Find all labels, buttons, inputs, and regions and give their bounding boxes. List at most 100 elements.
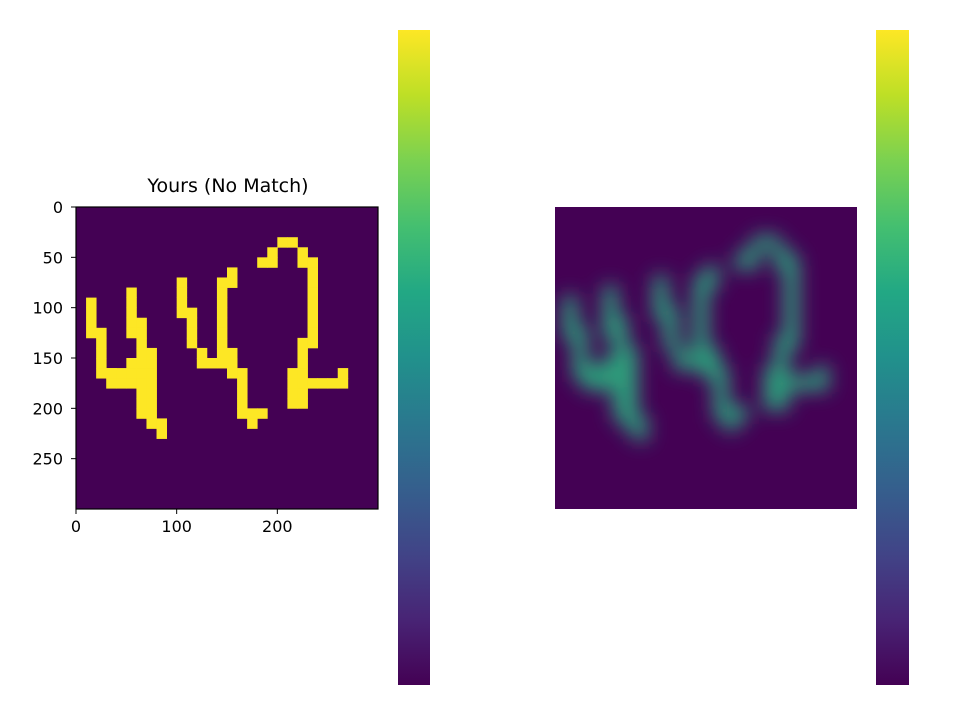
blurred-cell (621, 394, 640, 413)
heatmap-cell (216, 287, 228, 298)
heatmap-cell (317, 378, 329, 389)
heatmap-cell (247, 408, 258, 419)
heatmap-cell (216, 307, 228, 319)
heatmap-cell (227, 267, 238, 278)
heatmap-cell (136, 337, 147, 349)
y-tick-label: 0 (53, 198, 63, 217)
heatmap-cell (146, 408, 157, 419)
heatmap-cell (136, 368, 147, 379)
heatmap-cell (216, 358, 228, 369)
heatmap-cell (146, 368, 157, 379)
heatmap-cell (337, 378, 349, 389)
heatmap-cell (186, 317, 198, 329)
heatmap-cell (297, 398, 308, 409)
heatmap-cell (297, 247, 308, 258)
heatmap-cell (186, 327, 198, 339)
heatmap-cell (237, 388, 248, 399)
heatmap-cell (206, 358, 218, 369)
heatmap-cell (106, 368, 117, 379)
heatmap-cell (257, 408, 268, 419)
y-tick-label: 50 (43, 248, 63, 267)
heatmap-cell (307, 317, 318, 329)
heatmap-cell (307, 307, 318, 319)
heatmap-cell (287, 368, 298, 379)
left-y-axis: 0 50 100 150 200 250 (32, 198, 76, 469)
heatmap-cell (237, 368, 248, 379)
left-colorbar (398, 30, 430, 685)
heatmap-cell (297, 388, 308, 399)
right-heatmap-panel (555, 207, 857, 509)
x-tick-label: 0 (71, 517, 81, 536)
heatmap-cell (227, 358, 238, 369)
heatmap-cell (307, 267, 318, 278)
heatmap-cell (237, 408, 248, 419)
heatmap-cell (307, 297, 318, 309)
heatmap-cell (126, 287, 137, 298)
left-chart-title: Yours (No Match) (146, 175, 308, 197)
heatmap-cell (86, 307, 97, 319)
y-tick-label: 150 (32, 349, 63, 368)
heatmap-cell (96, 358, 107, 369)
heatmap-cell (126, 327, 137, 339)
heatmap-cell (136, 388, 147, 399)
heatmap-cell (96, 347, 107, 359)
heatmap-cell (287, 237, 298, 248)
blurred-cell (701, 273, 721, 292)
blurred-cell (732, 404, 751, 423)
heatmap-cell (196, 347, 208, 359)
heatmap-cell (126, 368, 137, 379)
blurred-cell (631, 424, 650, 443)
heatmap-cell (267, 247, 278, 258)
blurred-cell (581, 364, 600, 383)
heatmap-cell (216, 317, 228, 329)
heatmap-cell (136, 347, 147, 359)
heatmap-cell (176, 277, 188, 288)
heatmap-cell (176, 297, 188, 309)
heatmap-cell (287, 378, 298, 389)
heatmap-cell (227, 368, 238, 379)
heatmap-cell (136, 327, 147, 339)
heatmap-cell (216, 327, 228, 339)
heatmap-cell (307, 337, 318, 349)
left-x-axis: 0 100 200 (71, 509, 293, 536)
heatmap-cell (297, 358, 308, 369)
heatmap-cell (287, 398, 298, 409)
heatmap-cell (297, 257, 308, 268)
heatmap-cell (297, 337, 308, 349)
heatmap-cell (156, 428, 167, 439)
heatmap-cell (86, 317, 97, 329)
heatmap-cell (146, 418, 157, 429)
heatmap-cell (146, 398, 157, 409)
right-colorbar (876, 30, 909, 685)
heatmap-cell (186, 337, 198, 349)
heatmap-cell (126, 317, 137, 329)
heatmap-cell (277, 237, 288, 248)
heatmap-cell (267, 257, 278, 268)
heatmap-cell (307, 378, 318, 389)
heatmap-cell (216, 337, 228, 349)
heatmap-cell (307, 277, 318, 288)
heatmap-cell (186, 307, 198, 319)
heatmap-cell (196, 358, 208, 369)
heatmap-cell (176, 307, 188, 319)
heatmap-cell (227, 347, 238, 359)
heatmap-cell (136, 408, 147, 419)
y-tick-label: 200 (32, 399, 63, 418)
heatmap-cell (136, 358, 147, 369)
left-heatmap-cells (86, 237, 349, 439)
heatmap-cell (96, 327, 107, 339)
heatmap-cell (86, 297, 97, 309)
heatmap-cell (96, 337, 107, 349)
heatmap-cell (156, 418, 167, 429)
heatmap-cell (146, 378, 157, 389)
heatmap-cell (116, 368, 127, 379)
heatmap-cell (116, 378, 127, 389)
heatmap-cell (327, 378, 339, 389)
x-tick-label: 200 (262, 517, 293, 536)
heatmap-cell (136, 378, 147, 389)
heatmap-cell (297, 378, 308, 389)
heatmap-cell (307, 327, 318, 339)
heatmap-cell (307, 257, 318, 268)
heatmap-cell (337, 368, 349, 379)
